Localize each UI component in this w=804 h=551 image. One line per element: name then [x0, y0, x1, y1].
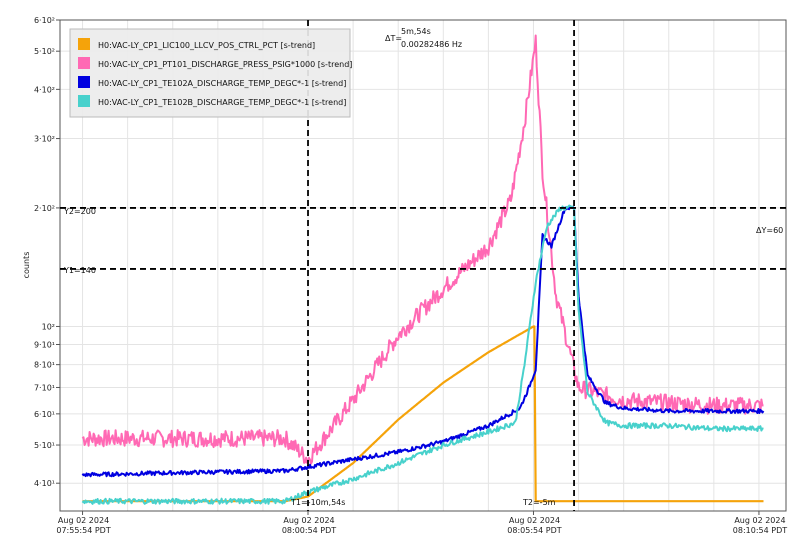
x-tick-date: Aug 02 2024 — [509, 516, 560, 525]
legend-entry-pt101: H0:VAC-LY_CP1_PT101_DISCHARGE_PRESS_PSIG… — [98, 60, 352, 69]
legend-entry-lic100: H0:VAC-LY_CP1_LIC100_LLCV_POS_CTRL_PCT [… — [98, 41, 315, 50]
series-layer — [81, 34, 765, 505]
legend-swatch-te102a — [78, 76, 90, 88]
series-te102a-line — [81, 205, 765, 478]
y-tick-label: 5·10² — [34, 47, 55, 56]
y-tick-label: 3·10² — [34, 135, 55, 144]
y-tick-label: 4·10¹ — [34, 479, 55, 488]
legend-swatch-pt101 — [78, 57, 90, 69]
x-tick-time: 07:55:54 PDT — [56, 526, 110, 535]
legend-entry-te102a: H0:VAC-LY_CP1_TE102A_DISCHARGE_TEMP_DEGC… — [98, 79, 346, 88]
legend: H0:VAC-LY_CP1_LIC100_LLCV_POS_CTRL_PCT [… — [69, 28, 352, 118]
plot-frame — [59, 19, 787, 512]
y-tick-label: 6·10² — [34, 16, 55, 25]
y-axis: 4·10¹ 5·10¹ 6·10¹ 7·10¹ 8·10¹ 9·10¹ 10² 2·10² 3·… — [34, 16, 60, 488]
x-tick-time: 08:00:54 PDT — [282, 526, 336, 535]
x-tick-date: Aug 02 2024 — [283, 516, 334, 525]
delta-t-prefix: ΔT= — [385, 34, 402, 43]
x-tick-time: 08:05:54 PDT — [507, 526, 561, 535]
y-tick-label: 8·10¹ — [34, 361, 55, 370]
series-te102b-line — [81, 204, 764, 505]
y-tick-label: 2·10² — [34, 204, 55, 213]
delta-t-frequency: 0.00282486 Hz — [401, 40, 462, 49]
t1-label: T1=-10m,54s — [290, 498, 345, 507]
y2-label: Y2=200 — [63, 207, 96, 216]
legend-swatch-te102b — [78, 95, 90, 107]
x-tick-date: Aug 02 2024 — [734, 516, 785, 525]
legend-swatch-lic100 — [78, 38, 90, 50]
delta-t-value: 5m,54s — [401, 27, 431, 36]
y-tick-label: 10² — [42, 322, 55, 331]
delta-y-label: ΔY=60 — [756, 226, 783, 235]
y-tick-label: 4·10² — [34, 85, 55, 94]
y-axis-title: counts — [22, 252, 31, 279]
y1-label: Y1=140 — [63, 266, 96, 275]
x-tick-time: 08:10:54 PDT — [733, 526, 787, 535]
x-tick-date: Aug 02 2024 — [58, 516, 109, 525]
legend-box — [69, 28, 351, 118]
legend-entry-te102b: H0:VAC-LY_CP1_TE102B_DISCHARGE_TEMP_DEGC… — [98, 98, 346, 107]
y-tick-label: 7·10¹ — [34, 383, 55, 392]
y-tick-label: 5·10¹ — [34, 441, 55, 450]
y-tick-label: 9·10¹ — [34, 340, 55, 349]
t2-label: T2=-5m — [522, 498, 556, 507]
series-pt101-line — [81, 34, 764, 465]
y-tick-label: 6·10¹ — [34, 410, 55, 419]
